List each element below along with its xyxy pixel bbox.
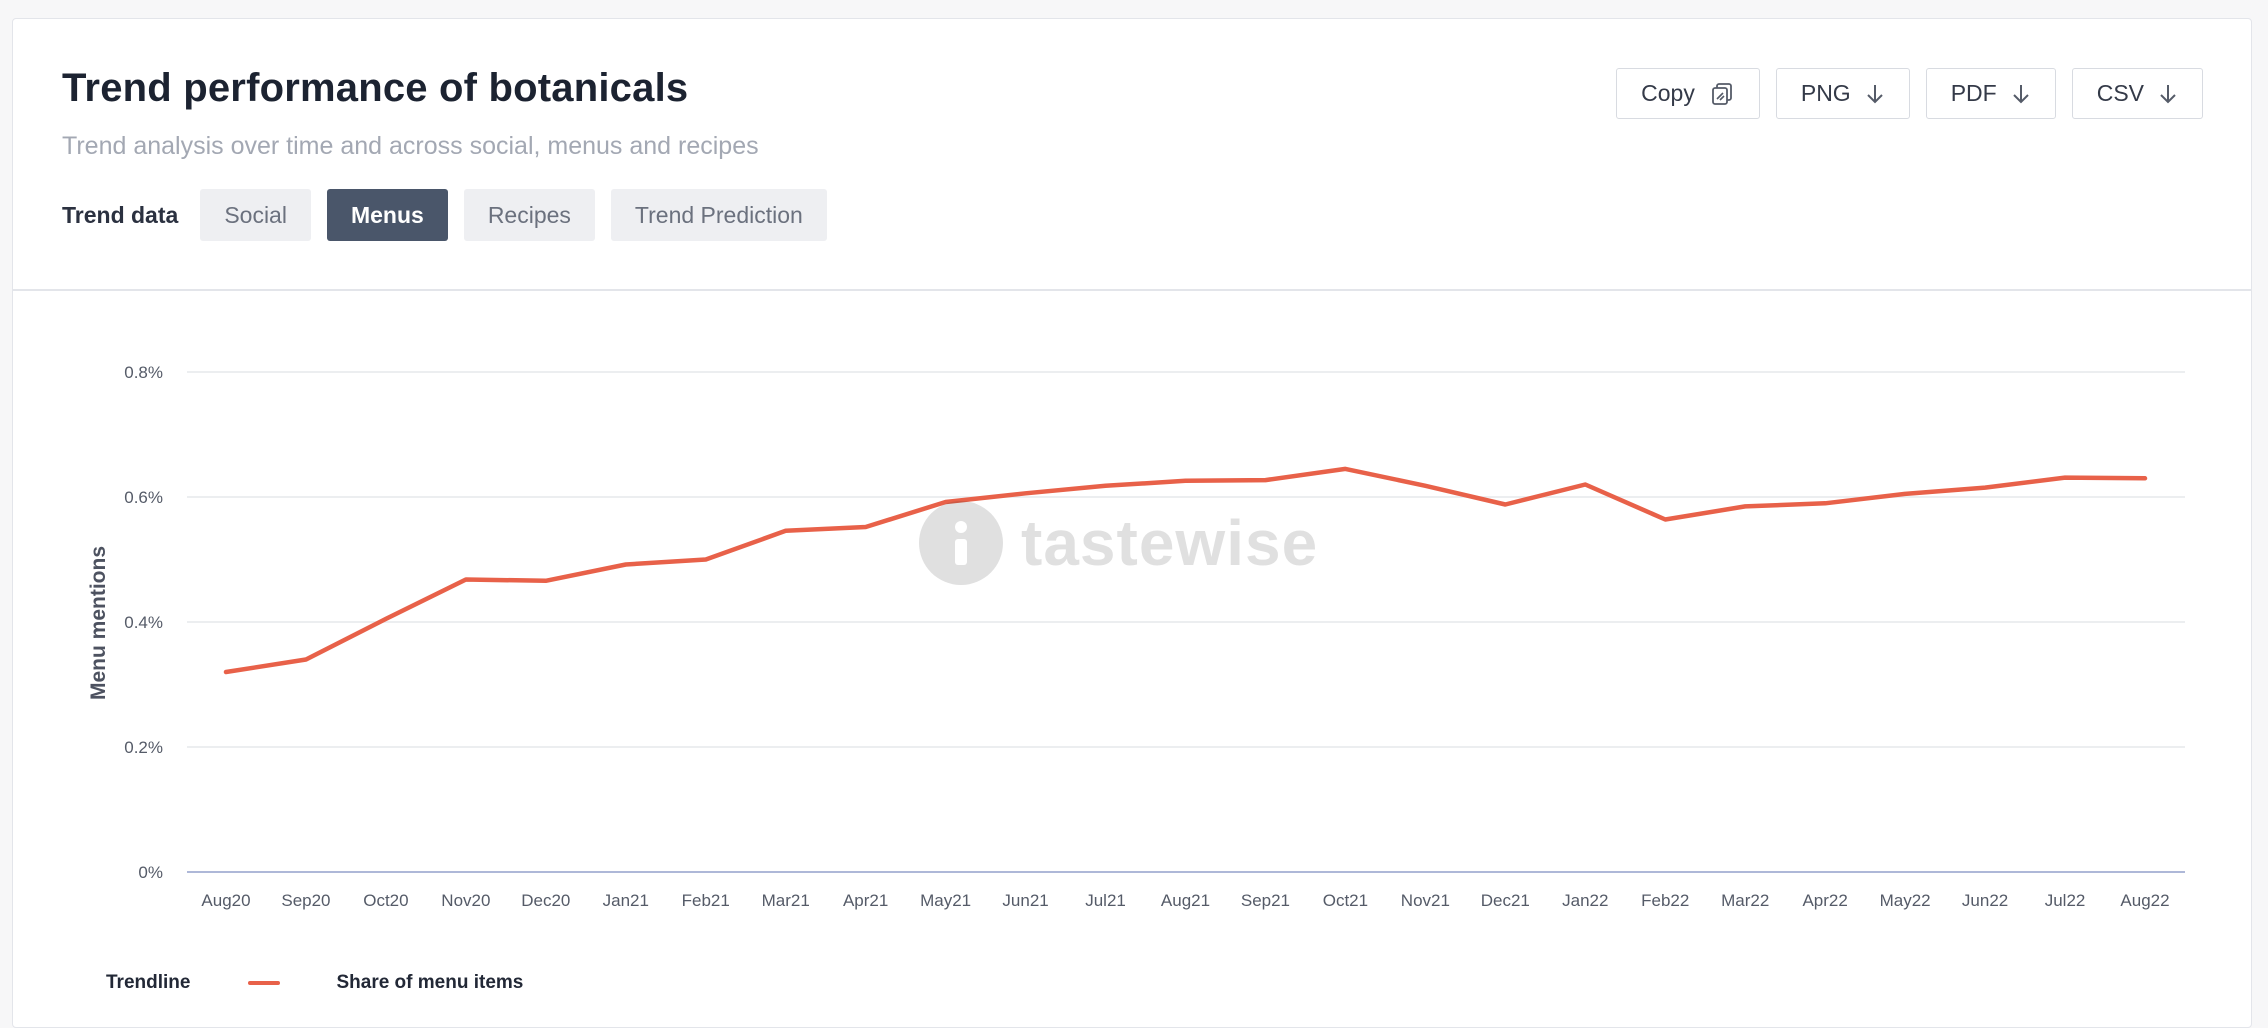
download-arrow-icon (2011, 83, 2031, 105)
x-tick-label: Mar22 (1721, 891, 1769, 910)
series-line (223, 466, 2148, 675)
x-tick-label: Jan21 (603, 891, 649, 910)
chart-title: Trend performance of botanicals (62, 66, 689, 110)
x-tick-label: Aug20 (201, 891, 250, 910)
x-tick-label: Apr21 (843, 891, 888, 910)
chart-area: 0% 0.2% 0.4% 0.6% 0.8% Aug20 Sep20 Oct20 Nov20 De… (13, 291, 2251, 910)
x-tick-label: Dec21 (1481, 891, 1530, 910)
y-tick-label: 0.8% (124, 363, 163, 382)
x-tick-label: Nov20 (441, 891, 490, 910)
tab-menus[interactable]: Menus (326, 189, 448, 241)
x-tick-label: Jun22 (1962, 891, 2008, 910)
x-tick-label: Sep21 (1241, 891, 1290, 910)
x-tick-label: May21 (920, 891, 971, 910)
x-tick-label: Dec20 (521, 891, 570, 910)
x-tick-label: Jul21 (1085, 891, 1126, 910)
png-download-button[interactable]: PNG (1775, 68, 1910, 119)
x-tick-label: Jan22 (1562, 891, 1608, 910)
x-tick-label: Jul22 (2045, 891, 2086, 910)
chart-subtitle: Trend analysis over time and across soci… (62, 132, 759, 160)
x-tick-label: Nov21 (1401, 891, 1450, 910)
tabs-label: Trend data (62, 201, 179, 228)
chart-header: Trend performance of botanicals Trend an… (13, 19, 2251, 291)
copy-button[interactable]: Copy (1616, 68, 1760, 119)
x-tick-label: Sep20 (281, 891, 330, 910)
x-tick-label: Jun21 (1002, 891, 1048, 910)
x-tick-label: Aug22 (2120, 891, 2169, 910)
download-arrow-icon (1865, 83, 1885, 105)
tab-recipes[interactable]: Recipes (463, 189, 595, 241)
y-tick-label: 0.6% (124, 488, 163, 507)
x-tick-label: Feb21 (682, 891, 730, 910)
tab-social[interactable]: Social (200, 189, 311, 241)
y-tick-label: 0.2% (124, 738, 163, 757)
x-tick-label: Aug21 (1161, 891, 1210, 910)
csv-download-button[interactable]: CSV (2071, 68, 2203, 119)
pdf-download-button[interactable]: PDF (1925, 68, 2056, 119)
x-tick-label: Mar21 (762, 891, 810, 910)
y-tick-label: 0.4% (124, 613, 163, 632)
legend-title: Trendline (106, 972, 191, 993)
x-tick-label: Oct20 (363, 891, 408, 910)
png-button-label: PNG (1800, 80, 1851, 106)
tab-trend-prediction[interactable]: Trend Prediction (610, 189, 827, 241)
download-arrow-icon (2158, 83, 2178, 105)
pdf-button-label: PDF (1950, 80, 1997, 106)
chart-legend: Trendline Share of menu items (106, 972, 523, 994)
copy-icon (1709, 81, 1735, 107)
csv-button-label: CSV (2096, 80, 2144, 106)
copy-button-label: Copy (1641, 80, 1695, 106)
y-tick-label: 0% (138, 863, 163, 882)
x-tick-label: Oct21 (1323, 891, 1368, 910)
x-tick-label: Feb22 (1641, 891, 1689, 910)
x-tick-label: Apr22 (1802, 891, 1847, 910)
export-actions: Copy PNG PDF (1600, 68, 2203, 119)
x-tick-label: May22 (1880, 891, 1931, 910)
legend-line-swatch (248, 981, 281, 985)
y-axis-label: Menu mentions (87, 546, 110, 700)
chart-card: Trend performance of botanicals Trend an… (12, 18, 2252, 1028)
line-chart: 0% 0.2% 0.4% 0.6% 0.8% Aug20 Sep20 Oct20 Nov20 De… (87, 363, 2185, 910)
legend-series-label: Share of menu items (336, 972, 524, 993)
trend-data-tabs: Trend data Social Menus Recipes Trend Pr… (62, 189, 843, 241)
